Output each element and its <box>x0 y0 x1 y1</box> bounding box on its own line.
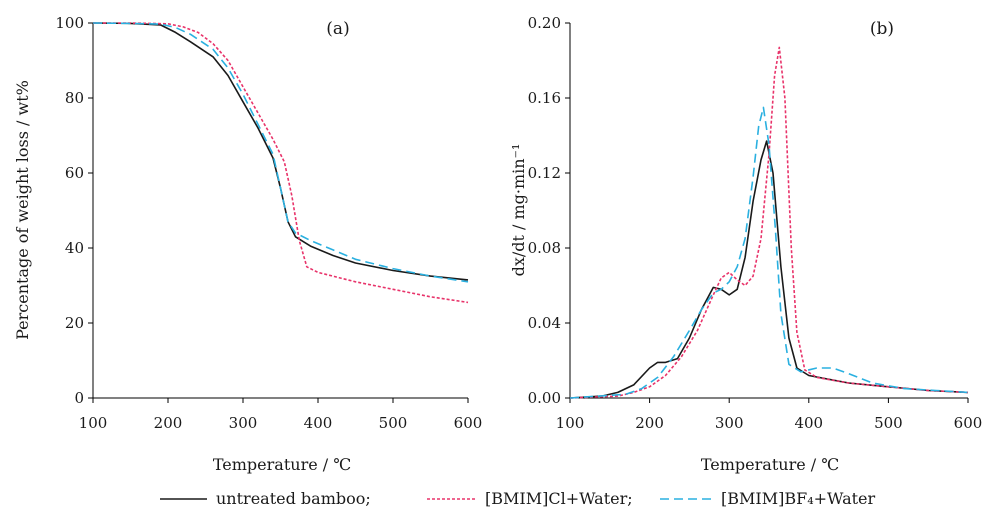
y-axis-title: dx/dt / mg·min⁻¹ <box>509 144 528 277</box>
y-tick-label: 60 <box>65 164 84 182</box>
x-tick-label: 200 <box>154 414 183 432</box>
x-tick-label: 400 <box>304 414 333 432</box>
x-tick-label: 500 <box>379 414 408 432</box>
y-tick-label: 40 <box>65 239 84 257</box>
y-axis-title: Percentage of weight loss / wt% <box>13 80 32 340</box>
y-tick-label: 0.16 <box>528 89 561 107</box>
series-line-2 <box>93 22 469 304</box>
x-tick-label: 200 <box>635 414 664 432</box>
x-axis-title: Temperature / ℃ <box>213 455 351 474</box>
series-line-2 <box>569 46 969 399</box>
y-tick-label: 20 <box>65 314 84 332</box>
y-tick-label: 0.12 <box>528 164 561 182</box>
x-tick-label: 300 <box>715 414 744 432</box>
panel-label: (a) <box>326 19 349 39</box>
x-tick-label: 100 <box>79 414 108 432</box>
y-tick-label: 0.20 <box>528 14 561 32</box>
panel-label: (b) <box>870 19 894 39</box>
legend: untreated bamboo; [BMIM]Cl+Water; [BMIM]BF… <box>160 489 876 508</box>
chart-panel-a: 0 20 40 60 80 100 100 200 300 400 500 600 Temperatur… <box>13 14 482 474</box>
series-line-3 <box>569 106 969 399</box>
y-tick-label: 0.08 <box>528 239 561 257</box>
x-tick-label: 300 <box>229 414 258 432</box>
legend-label-3: [BMIM]BF₄+Water <box>721 489 876 508</box>
legend-label-1: untreated bamboo; <box>216 489 371 508</box>
x-tick-label: 100 <box>556 414 585 432</box>
y-tick-label: 100 <box>55 14 84 32</box>
x-tick-label: 600 <box>454 414 483 432</box>
y-tick-label: 0.00 <box>528 389 561 407</box>
x-tick-label: 600 <box>954 414 983 432</box>
y-tick-label: 80 <box>65 89 84 107</box>
chart-panel-b: 0.00 0.04 0.08 0.12 0.16 0.20 100 200 300 400 500 6… <box>509 14 982 474</box>
x-tick-label: 400 <box>794 414 823 432</box>
x-axis-title: Temperature / ℃ <box>701 455 839 474</box>
x-tick-label: 500 <box>874 414 903 432</box>
y-tick-label: 0 <box>74 389 84 407</box>
series-line-3 <box>92 22 469 283</box>
legend-label-2: [BMIM]Cl+Water; <box>485 489 633 508</box>
series-line-1 <box>92 22 469 281</box>
series-line-1 <box>569 140 969 399</box>
y-tick-label: 0.04 <box>528 314 561 332</box>
